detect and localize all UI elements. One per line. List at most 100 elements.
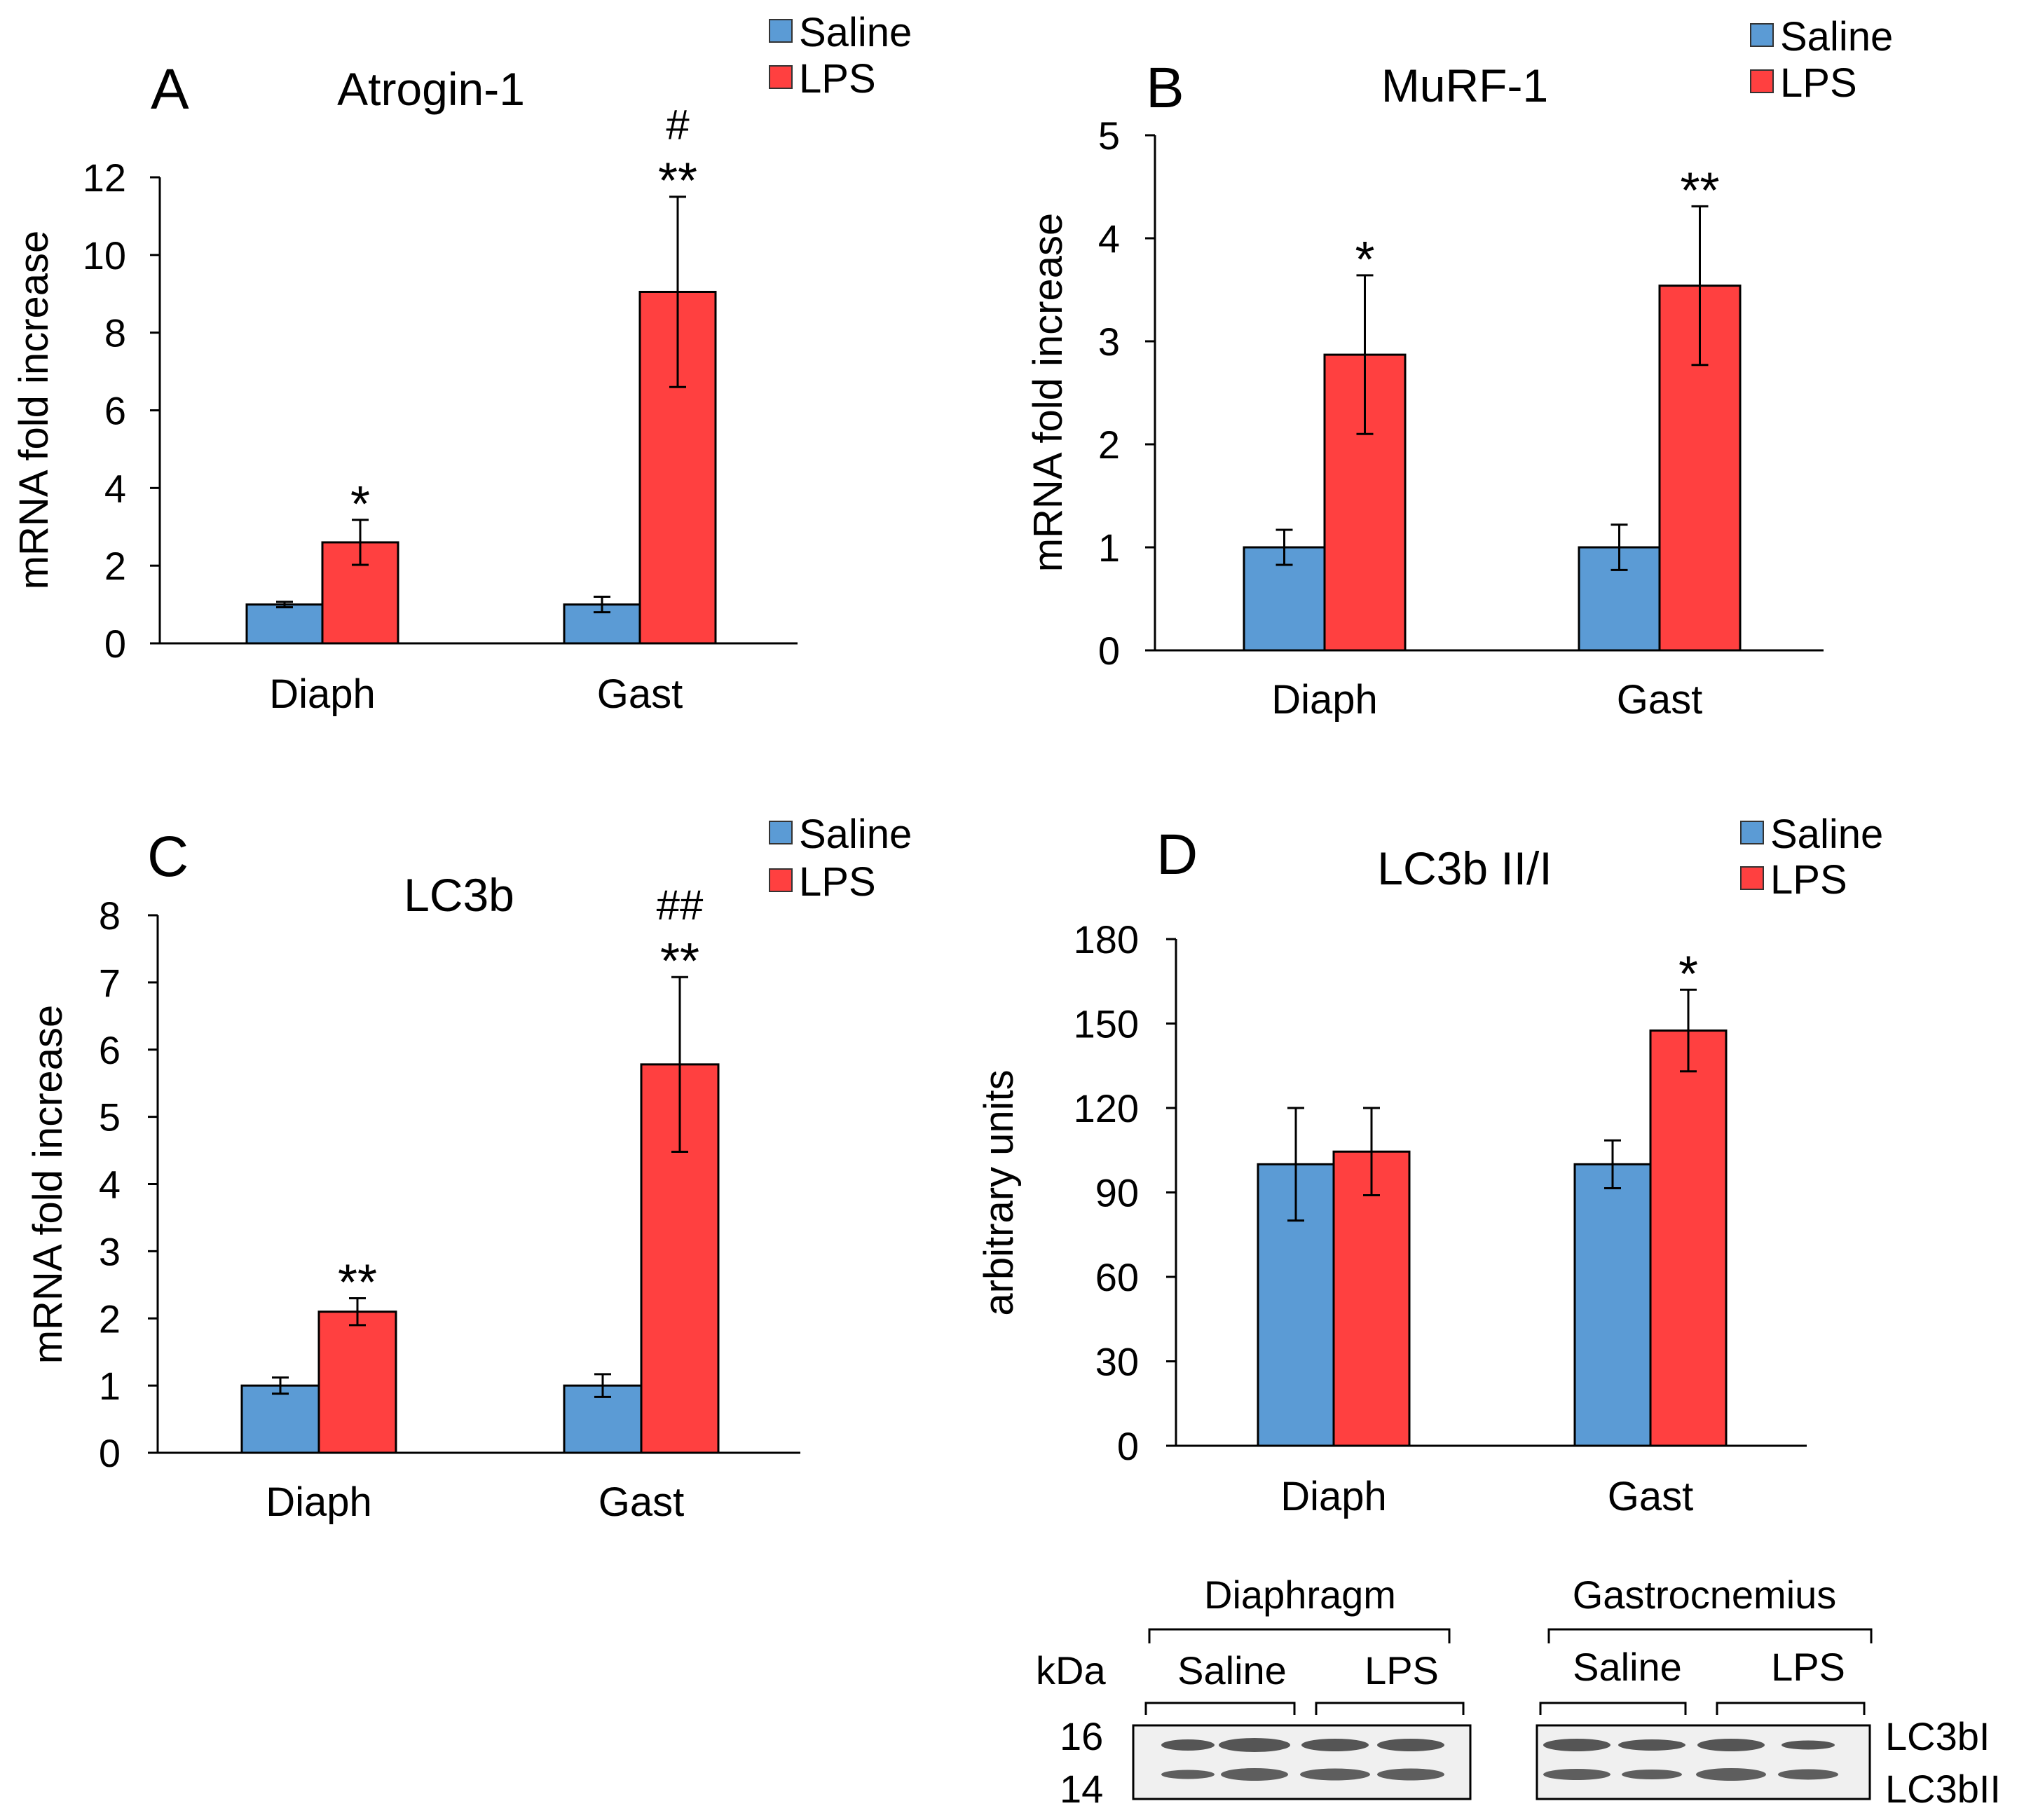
chart-panel-b: B MuRF-1 mRNA fold increase 0 1 2 3 4 5 Diaph * Gas… xyxy=(1025,14,1893,723)
y-tick-label: 60 xyxy=(1095,1255,1139,1299)
band-lc3bi xyxy=(1161,1739,1215,1751)
legend-label: LPS xyxy=(1770,857,1847,903)
x-tick-label: Gast xyxy=(599,1479,685,1525)
y-tick-label: 8 xyxy=(104,311,126,355)
y-tick-label: 4 xyxy=(1098,217,1120,261)
significance-marker: ** xyxy=(660,933,699,990)
y-tick-label: 2 xyxy=(99,1296,121,1341)
chart-title: LC3b xyxy=(404,869,514,921)
significance-marker: * xyxy=(350,477,370,533)
panel-label: A xyxy=(151,57,189,121)
blot-lane-label: Saline xyxy=(1573,1645,1682,1689)
y-tick-label: 10 xyxy=(83,233,126,278)
marker-16: 16 xyxy=(1060,1714,1103,1758)
lane-bracket xyxy=(1716,1702,1866,1715)
chart-panel-a: A Atrogin-1 mRNA fold increase 0 2 4 6 8 10 12 Dia… xyxy=(11,10,912,717)
y-tick-label: 8 xyxy=(99,894,121,938)
blot-lane-label: Saline xyxy=(1177,1648,1287,1692)
lane-bracket xyxy=(1539,1702,1687,1715)
x-tick-label: Diaph xyxy=(269,671,376,717)
legend-swatch-saline xyxy=(1740,821,1764,844)
y-tick-label: 0 xyxy=(1117,1424,1139,1468)
kda-label: kDa xyxy=(1036,1648,1106,1692)
y-tick-label: 2 xyxy=(1098,423,1120,467)
y-tick-label: 0 xyxy=(104,622,126,666)
legend-label: Saline xyxy=(1770,812,1883,857)
y-tick-label: 7 xyxy=(99,961,121,1005)
western-blot: Diaphragm Saline LPS Gastrocnemius Saline LPS… xyxy=(1036,1573,2001,1811)
chart-title: LC3b II/I xyxy=(1377,842,1552,894)
y-axis-label: mRNA fold increase xyxy=(11,231,57,590)
legend-swatch-saline xyxy=(769,19,793,43)
y-tick-label: 4 xyxy=(104,466,126,510)
panel-label: B xyxy=(1146,56,1184,120)
lane-bracket xyxy=(1315,1702,1465,1715)
panel-label: D xyxy=(1156,823,1198,887)
y-tick-label: 3 xyxy=(1098,320,1120,364)
chart-panel-c: C LC3b mRNA fold increase 0 1 2 3 4 5 6 7 8 Diaph ** G… xyxy=(25,812,912,1525)
group-bracket xyxy=(1547,1628,1873,1643)
chart-title: Atrogin-1 xyxy=(337,63,525,115)
lane-bracket xyxy=(1144,1702,1296,1715)
band-lc3bi xyxy=(1219,1738,1290,1752)
y-tick-label: 180 xyxy=(1074,917,1139,962)
legend-swatch-saline xyxy=(769,821,793,844)
blot-group-label: Gastrocnemius xyxy=(1573,1573,1837,1617)
y-tick-label: 120 xyxy=(1074,1086,1139,1130)
band-lc3bi xyxy=(1618,1739,1685,1751)
x-tick-label: Gast xyxy=(1608,1474,1694,1519)
group-bracket xyxy=(1148,1628,1451,1643)
significance-marker: ** xyxy=(658,153,697,210)
blot-image xyxy=(1536,1724,1871,1800)
band-lc3bii xyxy=(1622,1770,1682,1779)
significance-marker: * xyxy=(1678,946,1698,1002)
y-tick-label: 0 xyxy=(99,1431,121,1475)
y-axis-label: mRNA fold increase xyxy=(25,1005,71,1364)
chart-title: MuRF-1 xyxy=(1381,60,1548,111)
x-tick-label: Diaph xyxy=(1280,1474,1387,1519)
y-tick-label: 1 xyxy=(99,1364,121,1408)
chart-panel-d: D LC3b II/I arbitrary units 0 30 60 90 120 150 18… xyxy=(976,812,1883,1519)
band-lc3bi xyxy=(1301,1739,1369,1751)
band-label-lc3bii: LC3bII xyxy=(1885,1767,2001,1811)
legend-swatch-lps xyxy=(1740,866,1764,890)
band-lc3bi xyxy=(1543,1739,1610,1751)
legend-label: Saline xyxy=(799,10,912,55)
y-tick-label: 6 xyxy=(104,389,126,433)
band-lc3bi xyxy=(1781,1740,1835,1750)
y-axis-label: arbitrary units xyxy=(976,1069,1022,1315)
marker-14: 14 xyxy=(1060,1767,1103,1811)
x-tick-label: Diaph xyxy=(266,1479,372,1525)
blot-image xyxy=(1132,1724,1472,1800)
y-tick-label: 3 xyxy=(99,1229,121,1273)
y-tick-label: 30 xyxy=(1095,1340,1139,1384)
x-tick-label: Gast xyxy=(1617,677,1703,723)
significance-marker: ** xyxy=(1680,163,1719,219)
blot-group-label: Diaphragm xyxy=(1204,1573,1396,1617)
band-lc3bii xyxy=(1377,1768,1444,1781)
legend-label: LPS xyxy=(799,859,876,905)
band-lc3bii xyxy=(1221,1768,1288,1781)
x-tick-label: Gast xyxy=(597,671,683,717)
y-tick-label: 6 xyxy=(99,1028,121,1072)
y-tick-label: 5 xyxy=(1098,114,1120,158)
significance-marker: ** xyxy=(338,1254,377,1311)
y-tick-label: 5 xyxy=(99,1095,121,1140)
blot-lane-label: LPS xyxy=(1365,1648,1439,1692)
significance-marker: ## xyxy=(657,882,704,929)
significance-marker: * xyxy=(1355,232,1374,288)
legend-swatch-lps xyxy=(769,868,793,892)
band-lc3bii xyxy=(1778,1769,1838,1780)
band-lc3bii xyxy=(1300,1768,1370,1781)
legend-swatch-saline xyxy=(1750,23,1774,47)
band-lc3bi xyxy=(1377,1739,1444,1751)
bar-lps-gast xyxy=(1649,1029,1728,1447)
band-label-lc3bi: LC3bI xyxy=(1885,1714,1990,1758)
y-tick-label: 150 xyxy=(1074,1002,1139,1046)
bar-saline-diaph xyxy=(240,1384,320,1454)
y-axis-label: mRNA fold increase xyxy=(1025,213,1071,573)
bar-lps-diaph xyxy=(317,1311,397,1454)
legend-label: LPS xyxy=(799,56,876,102)
y-tick-label: 1 xyxy=(1098,526,1120,570)
